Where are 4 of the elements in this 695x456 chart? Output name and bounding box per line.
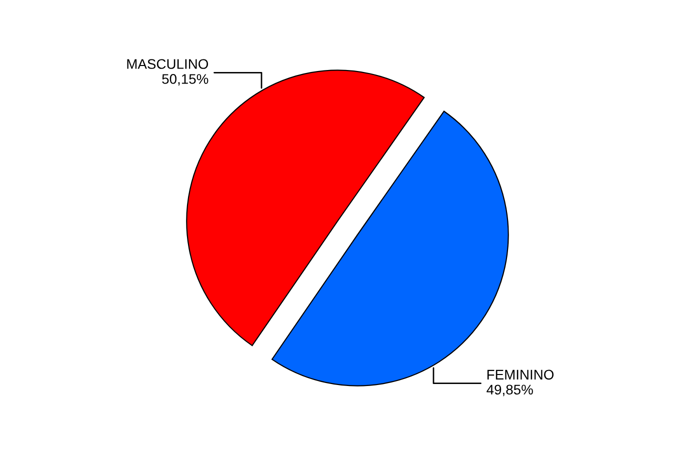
data-label: 49,85%: [486, 384, 533, 396]
legend-label: FEMININO: [487, 370, 554, 380]
data-label: 50,15%: [162, 74, 208, 86]
slice-label: MASCULINO: [127, 59, 208, 69]
